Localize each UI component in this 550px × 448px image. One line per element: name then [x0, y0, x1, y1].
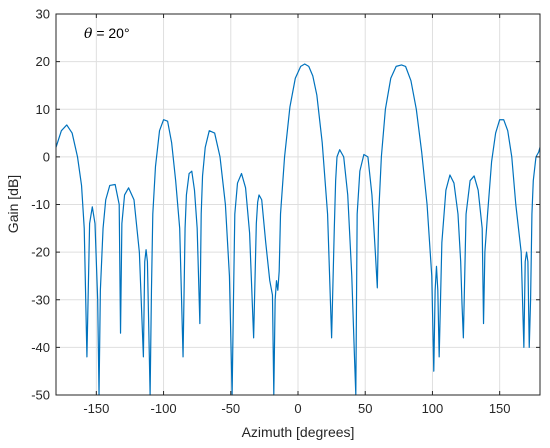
- y-tick-label: -10: [31, 197, 50, 212]
- y-tick-label: -30: [31, 292, 50, 307]
- series-line-0: [55, 63, 541, 396]
- x-tick-label: -100: [151, 401, 177, 416]
- y-axis-label: Gain [dB]: [5, 175, 21, 233]
- x-axis-label: Azimuth [degrees]: [242, 424, 355, 440]
- x-ticks: -150 -100 -50 0 50 100 150: [83, 14, 511, 416]
- x-tick-label: 0: [294, 401, 301, 416]
- plot-area: [55, 63, 541, 396]
- y-tick-label: 20: [36, 54, 50, 69]
- theta-annotation: θ = 20°: [84, 25, 130, 42]
- grid: [56, 14, 540, 395]
- x-tick-label: 150: [489, 401, 511, 416]
- x-tick-label: 100: [422, 401, 444, 416]
- y-tick-label: 10: [36, 102, 50, 117]
- y-tick-label: -20: [31, 245, 50, 260]
- theta-annotation-text: = 20°: [92, 25, 129, 41]
- x-tick-label: -50: [221, 401, 240, 416]
- y-ticks: -50 -40 -30 -20 -10 0 10 20 30: [31, 7, 540, 403]
- y-tick-label: 30: [36, 7, 50, 22]
- y-tick-label: -40: [31, 340, 50, 355]
- y-tick-label: 0: [43, 149, 50, 164]
- x-tick-label: 50: [358, 401, 372, 416]
- y-tick-label: -50: [31, 388, 50, 403]
- theta-symbol: θ: [84, 26, 93, 42]
- x-tick-label: -150: [83, 401, 109, 416]
